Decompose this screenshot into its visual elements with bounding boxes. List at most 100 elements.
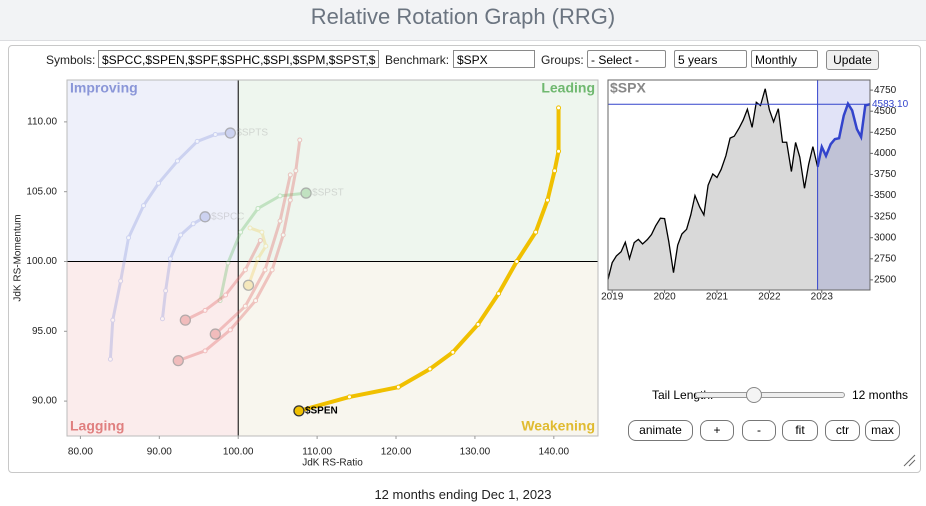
tail-line xyxy=(213,173,292,336)
plot-border xyxy=(66,79,599,437)
price-area xyxy=(608,88,870,290)
tail-line xyxy=(218,191,308,303)
tail-slider[interactable] xyxy=(695,392,845,398)
tail-point xyxy=(293,168,299,174)
tail-point xyxy=(202,307,208,313)
resize-handle xyxy=(903,454,916,467)
frequency-select[interactable]: Monthly xyxy=(751,50,818,68)
tail-line xyxy=(160,215,207,321)
tail-head xyxy=(293,405,305,417)
tail-point xyxy=(178,232,184,238)
tail-head xyxy=(242,279,255,291)
tail-point xyxy=(287,197,293,203)
y-tick-label: 3000 xyxy=(874,232,897,243)
rrg-tail: $SPCC xyxy=(159,211,244,322)
y-tick-label: 110.00 xyxy=(27,117,57,128)
y-tick-label: 2500 xyxy=(874,275,897,286)
tail-point xyxy=(156,180,162,186)
tail-point xyxy=(277,218,283,224)
quadrant-label: Leading xyxy=(541,80,595,96)
rrg-tail xyxy=(209,172,293,340)
x-tick-label: 2022 xyxy=(758,292,781,303)
tail-point xyxy=(242,267,248,273)
x-tick-label: 2019 xyxy=(601,292,624,303)
tail-point xyxy=(259,229,265,235)
quadrant-label: Improving xyxy=(70,80,138,96)
quadrant-label: Lagging xyxy=(70,418,124,434)
tail-point xyxy=(475,321,481,327)
y-tick-label: 105.00 xyxy=(26,186,57,197)
last-value-label: 4583.10 xyxy=(872,99,909,110)
y-tick-label: 3250 xyxy=(874,211,897,222)
tail-point xyxy=(514,258,520,264)
zoom-in-button[interactable]: + xyxy=(700,420,734,441)
tail-head xyxy=(300,187,312,199)
y-tick-label: 4250 xyxy=(874,127,897,138)
rrg-tail: $SPEN xyxy=(293,105,562,417)
benchmark-input[interactable]: $SPX xyxy=(453,50,535,68)
tail-point xyxy=(395,384,401,390)
rrg-tail xyxy=(172,137,303,367)
tail-point xyxy=(533,229,539,235)
x-tick-label: 100.00 xyxy=(223,447,254,458)
tail-point xyxy=(269,267,275,273)
tail-point xyxy=(552,168,558,174)
rrg-tail: $SPTS xyxy=(107,127,268,362)
tail-point xyxy=(202,348,208,354)
plot-border xyxy=(607,79,871,291)
tail-point xyxy=(242,303,248,309)
tail-point xyxy=(556,105,562,111)
tail-line xyxy=(108,131,232,361)
x-tick-label: 2023 xyxy=(811,292,834,303)
symbols-input[interactable]: $SPCC,$SPEN,$SPF,$SPHC,$SPI,$SPM,$SPST,$ xyxy=(98,50,379,68)
tail-head xyxy=(172,354,184,367)
tail-point xyxy=(255,256,261,262)
tail-point xyxy=(496,291,502,297)
tail-point xyxy=(556,148,562,154)
quadrant-label: Weakening xyxy=(521,418,595,434)
tail-label: Tail Length: xyxy=(652,388,714,402)
tail-point xyxy=(346,394,352,400)
tail-head xyxy=(209,328,221,340)
tail-point xyxy=(167,256,173,262)
y-tick-label: 3750 xyxy=(874,169,897,180)
update-button[interactable]: Update xyxy=(826,50,879,70)
tail-point xyxy=(163,288,169,294)
quadrant xyxy=(238,261,598,436)
highlight-region xyxy=(817,80,870,290)
y-axis-label: JdK RS-Momentum xyxy=(13,214,24,301)
y-tick-label: 4500 xyxy=(874,106,897,117)
quadrant xyxy=(67,80,239,262)
tail-point xyxy=(545,197,551,203)
tail-line xyxy=(176,138,302,363)
y-tick-label: 4000 xyxy=(874,148,897,159)
x-tick-label: 80.00 xyxy=(68,447,93,458)
panel xyxy=(8,45,921,473)
center-button[interactable]: ctr xyxy=(825,420,860,441)
tail-point xyxy=(297,137,303,143)
x-tick-label: 2020 xyxy=(653,292,676,303)
footer: 12 months ending Dec 1, 2023 xyxy=(374,487,552,502)
period-select[interactable]: 5 years xyxy=(674,50,747,68)
x-tick-label: 90.00 xyxy=(147,447,172,458)
y-tick-label: 2750 xyxy=(874,253,897,264)
tail-point xyxy=(257,238,263,244)
series-label: $SPTS xyxy=(236,128,268,139)
tail-head xyxy=(179,314,192,326)
rrg-tail xyxy=(179,238,263,326)
tail-head xyxy=(199,211,211,223)
page-title: Relative Rotation Graph (RRG) xyxy=(310,4,616,29)
fit-button[interactable]: fit xyxy=(782,420,818,441)
groups-label: Groups: xyxy=(541,53,584,67)
tail-point xyxy=(262,267,268,273)
rrg-tail: $SPST xyxy=(217,187,344,304)
zoom-out-button[interactable]: - xyxy=(742,420,776,441)
groups-select[interactable]: - Select - xyxy=(587,50,666,68)
animate-button[interactable]: animate xyxy=(628,420,693,441)
max-button[interactable]: max xyxy=(865,420,900,441)
slider-knob[interactable] xyxy=(746,387,762,403)
chart-title: $SPX xyxy=(610,80,646,96)
benchmark-label: Benchmark: xyxy=(385,53,450,67)
tail-point xyxy=(190,221,196,227)
